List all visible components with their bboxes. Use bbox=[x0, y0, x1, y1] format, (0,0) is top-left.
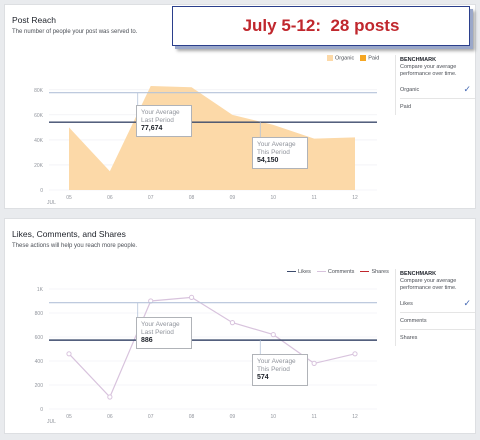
benchmark-option-label: Likes bbox=[400, 301, 413, 307]
y-tick-label: 20K bbox=[34, 163, 44, 169]
callout-label: Your Average bbox=[257, 358, 296, 365]
x-tick-label: 07 bbox=[148, 195, 154, 201]
benchmark-description: Compare your average performance over ti… bbox=[400, 64, 457, 77]
x-tick-label: 12 bbox=[352, 414, 358, 420]
check-icon: ✓ bbox=[463, 298, 471, 308]
callout-value: 77,674 bbox=[141, 125, 163, 132]
legend-likes[interactable]: Likes bbox=[287, 269, 311, 275]
avg-last-period-callout: Your Average Last Period 77,674 bbox=[136, 105, 192, 137]
check-icon: ✓ bbox=[463, 84, 471, 94]
legend-organic-label: Organic bbox=[335, 55, 355, 62]
legend-organic[interactable]: Organic bbox=[327, 55, 354, 61]
y-tick-label: 400 bbox=[35, 359, 44, 365]
benchmark-heading: BENCHMARK bbox=[400, 271, 437, 277]
organic-area bbox=[69, 86, 355, 190]
x-tick-label: 06 bbox=[107, 195, 113, 201]
data-point bbox=[229, 320, 236, 326]
y-tick-label: 60K bbox=[34, 113, 44, 119]
x-tick-label: 11 bbox=[312, 414, 317, 420]
callout-value: 54,150 bbox=[257, 157, 279, 164]
x-tick-label: 10 bbox=[271, 414, 277, 420]
benchmark-option-label: Shares bbox=[400, 335, 418, 341]
callout-label: Your Average bbox=[141, 109, 180, 116]
benchmark-option-label: Paid bbox=[400, 104, 412, 110]
avg-this-period-callout: Your Average This Period 574 bbox=[252, 354, 308, 386]
legend-comments[interactable]: Comments bbox=[316, 269, 355, 275]
post-reach-subtitle: The number of people your post was serve… bbox=[12, 29, 138, 35]
legend-paid[interactable]: Paid bbox=[360, 55, 379, 61]
callout-value: 574 bbox=[257, 374, 269, 381]
callout-value: 886 bbox=[141, 337, 153, 344]
x-tick-label: 05 bbox=[66, 195, 72, 201]
engagement-chart: 0 200 400 600 800 1K 05 06 07 08 09 10 11 12 JUL bbox=[35, 287, 377, 425]
engagement-legend: Likes Comments Shares bbox=[287, 269, 389, 275]
y-tick-label: 0 bbox=[40, 188, 43, 194]
callout-label: Your Average bbox=[141, 321, 180, 328]
x-tick-label: 05 bbox=[66, 414, 72, 420]
x-tick-label: 09 bbox=[230, 195, 236, 201]
x-tick-label: 08 bbox=[189, 195, 195, 201]
x-tick-label: 10 bbox=[271, 195, 277, 201]
x-tick-label: 11 bbox=[312, 195, 317, 201]
post-reach-title: Post Reach bbox=[12, 15, 56, 25]
data-point bbox=[352, 351, 358, 357]
x-tick-label: 12 bbox=[352, 195, 358, 201]
engagement-panel: Likes, Comments, and Shares These action… bbox=[4, 218, 476, 434]
benchmark-description: Compare your average performance over ti… bbox=[400, 278, 457, 291]
y-tick-label: 40K bbox=[34, 138, 44, 144]
callout-label: Last Period bbox=[141, 116, 174, 124]
benchmark-option-shares[interactable]: Shares bbox=[400, 330, 475, 346]
engagement-benchmark: BENCHMARK Compare your average performan… bbox=[395, 269, 475, 346]
engagement-subtitle: These actions will help you reach more p… bbox=[12, 243, 138, 249]
benchmark-option-comments[interactable]: Comments bbox=[400, 313, 475, 330]
benchmark-heading: BENCHMARK bbox=[400, 57, 437, 63]
data-point bbox=[66, 351, 72, 357]
engagement-title: Likes, Comments, and Shares bbox=[12, 229, 126, 239]
benchmark-option-label: Comments bbox=[400, 318, 427, 324]
legend-shares[interactable]: Shares bbox=[360, 269, 389, 275]
likes-line bbox=[68, 296, 356, 399]
post-reach-benchmark: BENCHMARK Compare your average performan… bbox=[395, 55, 475, 115]
legend-likes-label: Likes bbox=[298, 269, 311, 275]
x-tick-label: 06 bbox=[107, 414, 113, 420]
x-tick-label: 07 bbox=[148, 414, 154, 420]
y-tick-label: 600 bbox=[35, 335, 44, 341]
avg-this-period-callout: Your Average This Period 54,150 bbox=[252, 137, 308, 169]
y-tick-label: 80K bbox=[34, 88, 44, 94]
data-point bbox=[107, 394, 113, 400]
callout-label: Your Average bbox=[257, 141, 296, 148]
benchmark-option-paid[interactable]: Paid bbox=[400, 99, 475, 115]
legend-shares-label: Shares bbox=[371, 269, 389, 275]
benchmark-option-organic[interactable]: Organic ✓ bbox=[400, 82, 475, 99]
x-tick-label: 08 bbox=[189, 414, 195, 420]
avg-last-period-callout: Your Average Last Period 886 bbox=[136, 317, 192, 349]
legend-comments-label: Comments bbox=[327, 269, 355, 275]
x-tick-label: 09 bbox=[230, 414, 236, 420]
callout-label: This Period bbox=[257, 365, 290, 373]
data-point bbox=[188, 294, 195, 301]
x-month-label: JUL bbox=[47, 200, 56, 206]
callout-label: Last Period bbox=[141, 328, 174, 336]
callout-label: This Period bbox=[257, 148, 290, 156]
legend-paid-label: Paid bbox=[368, 55, 380, 62]
date-range-banner: July 5-12: 28 posts bbox=[172, 6, 470, 46]
data-point bbox=[311, 360, 317, 366]
y-tick-label: 200 bbox=[35, 383, 44, 389]
x-month-label: JUL bbox=[47, 419, 56, 425]
y-tick-label: 800 bbox=[35, 311, 44, 317]
y-tick-label: 1K bbox=[37, 287, 44, 293]
data-point bbox=[270, 332, 276, 338]
benchmark-option-likes[interactable]: Likes ✓ bbox=[400, 296, 475, 313]
post-reach-legend: Organic Paid bbox=[327, 55, 379, 61]
y-tick-label: 0 bbox=[40, 407, 43, 413]
benchmark-option-label: Organic bbox=[400, 87, 420, 93]
